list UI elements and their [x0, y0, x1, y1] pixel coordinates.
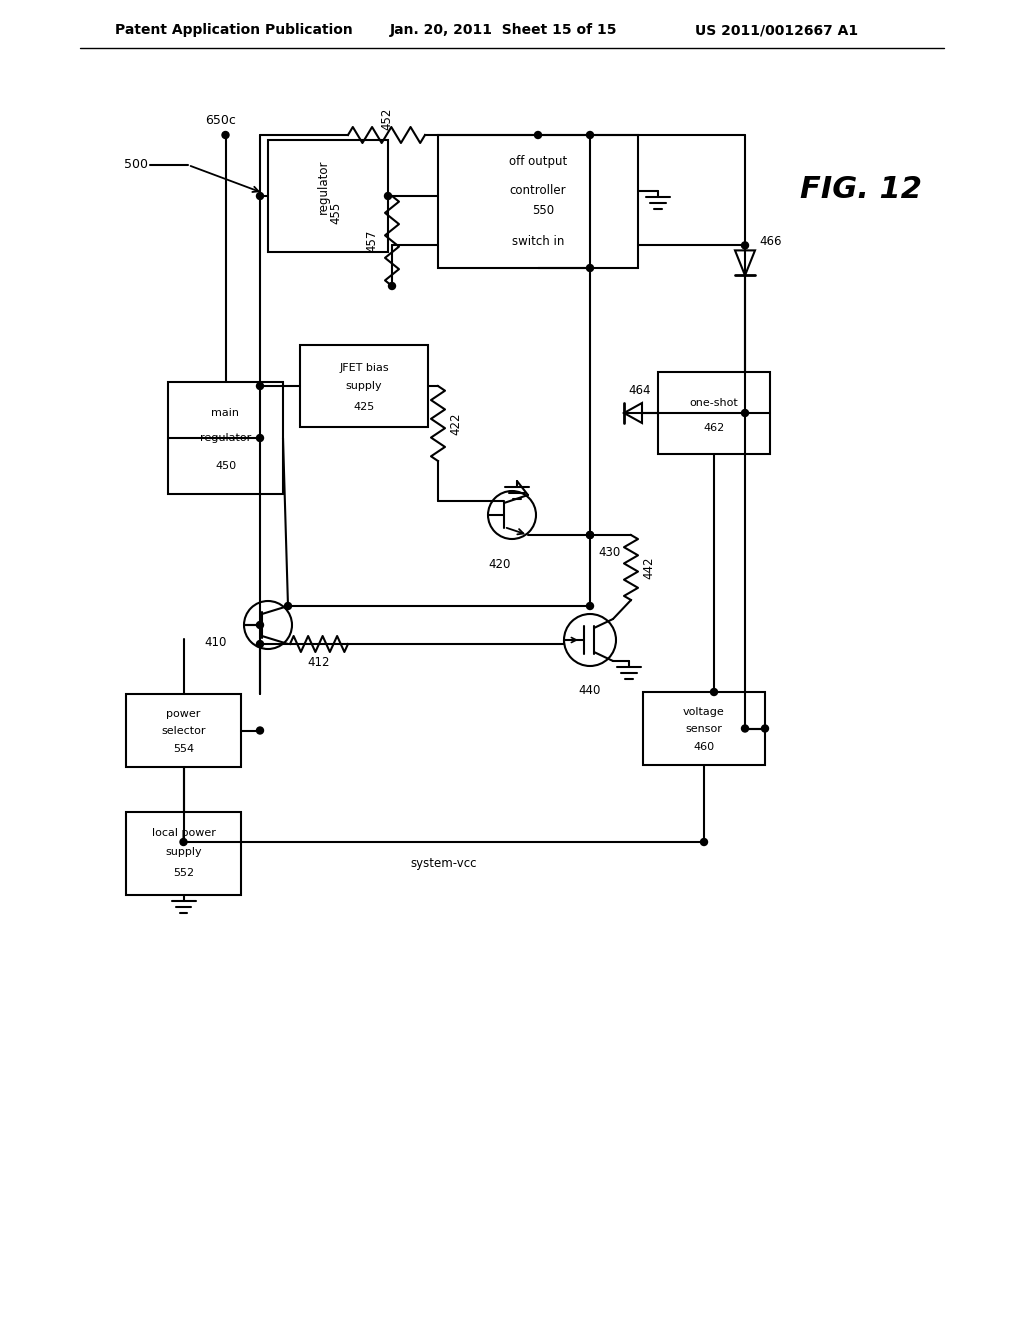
Text: 552: 552 [173, 867, 195, 878]
Text: regulator: regulator [316, 160, 330, 214]
Text: off output: off output [509, 154, 567, 168]
Text: power: power [166, 709, 201, 719]
Bar [438, 135, 638, 268]
Text: local power: local power [152, 828, 215, 838]
Text: switch in: switch in [512, 235, 564, 248]
Circle shape [741, 242, 749, 249]
Text: one-shot: one-shot [689, 399, 738, 408]
Text: 462: 462 [703, 422, 725, 433]
Circle shape [587, 532, 594, 539]
Text: 420: 420 [488, 558, 511, 572]
Text: supply: supply [346, 381, 382, 391]
Text: Patent Application Publication: Patent Application Publication [115, 22, 352, 37]
Circle shape [256, 193, 263, 199]
Bar [126, 694, 241, 767]
Text: 464: 464 [629, 384, 651, 397]
Text: supply: supply [165, 847, 202, 857]
Text: 554: 554 [173, 743, 195, 754]
Text: 422: 422 [450, 412, 463, 434]
Text: 500: 500 [124, 158, 148, 172]
Circle shape [256, 622, 263, 628]
Text: JFET bias: JFET bias [339, 363, 389, 374]
Bar [643, 692, 765, 766]
Text: 460: 460 [693, 742, 715, 752]
Text: controller: controller [510, 185, 566, 198]
Circle shape [256, 727, 263, 734]
Circle shape [384, 193, 391, 199]
Circle shape [741, 725, 749, 733]
Circle shape [388, 282, 395, 289]
Circle shape [587, 532, 594, 539]
Text: 550: 550 [531, 205, 554, 218]
Circle shape [587, 264, 594, 272]
Text: 457: 457 [366, 230, 379, 252]
Text: 452: 452 [380, 108, 393, 131]
Text: 425: 425 [353, 401, 375, 412]
Text: 455: 455 [330, 202, 342, 224]
Text: 466: 466 [759, 235, 781, 248]
Text: 430: 430 [598, 546, 621, 560]
Circle shape [256, 434, 263, 441]
Text: system-vcc: system-vcc [411, 858, 477, 870]
Bar [300, 345, 428, 426]
Bar [126, 812, 241, 895]
Circle shape [587, 132, 594, 139]
Text: 410: 410 [205, 636, 227, 649]
Text: sensor: sensor [685, 723, 723, 734]
Circle shape [711, 689, 718, 696]
Text: main: main [212, 408, 240, 418]
Circle shape [285, 602, 292, 610]
Circle shape [535, 132, 542, 139]
Text: selector: selector [161, 726, 206, 735]
Text: 412: 412 [308, 656, 331, 668]
Circle shape [256, 383, 263, 389]
Circle shape [256, 640, 263, 648]
Circle shape [700, 838, 708, 846]
Circle shape [222, 132, 229, 139]
Text: FIG. 12: FIG. 12 [800, 176, 922, 205]
Bar [268, 140, 388, 252]
Text: voltage: voltage [683, 708, 725, 718]
Text: 450: 450 [215, 461, 237, 471]
Circle shape [180, 838, 187, 846]
Text: regulator: regulator [200, 433, 251, 444]
Circle shape [741, 409, 749, 417]
Text: 440: 440 [579, 684, 601, 697]
Bar [168, 381, 283, 494]
Bar [658, 372, 770, 454]
Circle shape [587, 602, 594, 610]
Text: 442: 442 [642, 556, 655, 578]
Text: Jan. 20, 2011  Sheet 15 of 15: Jan. 20, 2011 Sheet 15 of 15 [390, 22, 617, 37]
Text: 650c: 650c [205, 114, 236, 127]
Circle shape [762, 725, 768, 733]
Text: US 2011/0012667 A1: US 2011/0012667 A1 [695, 22, 858, 37]
